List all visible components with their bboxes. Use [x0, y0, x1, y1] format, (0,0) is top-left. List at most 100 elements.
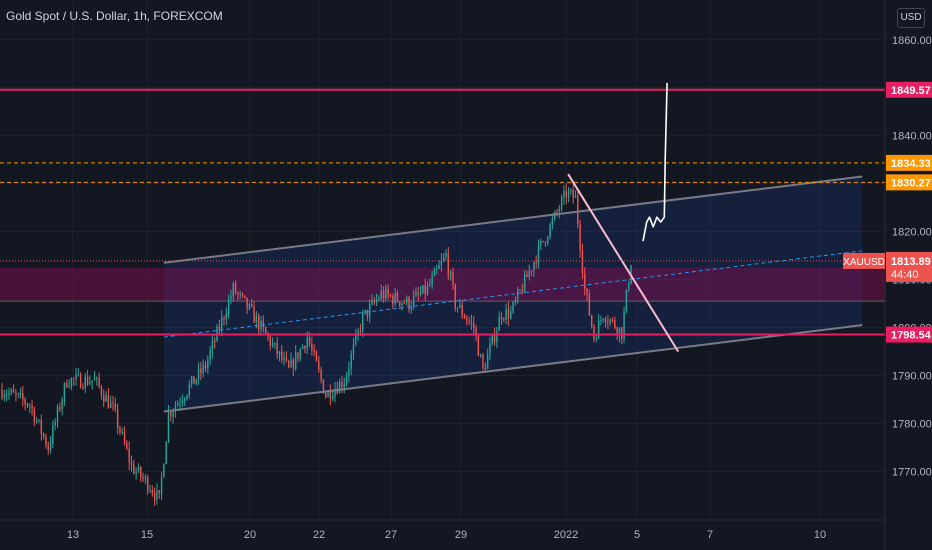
candle-body — [3, 395, 6, 398]
date-tick-label: 22 — [313, 529, 325, 541]
candle-body — [22, 392, 24, 400]
candle-body — [320, 369, 322, 380]
candle-body — [322, 379, 325, 394]
date-tick-label: 10 — [814, 529, 826, 541]
candle-body — [521, 289, 524, 293]
level-price-label: 1798.54 — [891, 330, 932, 342]
channel-lower-line — [163, 324, 863, 413]
candle-body — [86, 376, 89, 385]
candle-body — [558, 209, 561, 212]
candle-body — [40, 419, 43, 434]
candle-body — [230, 296, 232, 300]
candle-body — [202, 364, 204, 373]
candle-body — [378, 298, 380, 300]
time-axis-ticks: 13 15 20 22 27 29 2022 5 7 10 — [67, 529, 826, 541]
candle-body — [63, 382, 66, 400]
candle-body — [214, 340, 216, 342]
candle-body — [91, 380, 93, 383]
date-tick-label: 29 — [455, 529, 467, 541]
candle-body — [581, 250, 584, 274]
candle-body — [452, 272, 454, 285]
candle-body — [364, 309, 366, 314]
candle-body — [336, 389, 339, 394]
candle-body — [301, 345, 304, 349]
date-tick-label: 13 — [67, 529, 79, 541]
candle-body — [288, 360, 290, 368]
candle-body — [47, 445, 49, 451]
candle-body — [493, 334, 496, 342]
candle-body — [165, 441, 167, 465]
candle-body — [225, 314, 228, 320]
price-tick-label: 1840.00 — [892, 131, 932, 143]
candle-body — [109, 402, 112, 408]
candle-body — [597, 320, 600, 339]
candle-body — [380, 290, 382, 299]
candle-body — [519, 289, 521, 291]
candle-body — [151, 490, 154, 494]
candle-body — [61, 399, 63, 410]
candle-body — [59, 407, 61, 410]
symbol-label: XAUUSD — [843, 257, 885, 268]
candle-body — [311, 344, 313, 350]
candle-body — [373, 300, 376, 303]
candle-body — [304, 345, 306, 349]
candle-body — [276, 342, 278, 355]
candle-body — [359, 330, 362, 332]
candle-body — [308, 337, 311, 345]
candle-body — [577, 195, 579, 224]
candle-body — [570, 189, 572, 192]
candle-body — [491, 334, 493, 345]
currency-button[interactable]: USD — [897, 8, 925, 28]
candle-body — [516, 290, 519, 300]
candle-body — [547, 237, 549, 243]
candle-body — [278, 351, 281, 355]
candle-body — [602, 318, 604, 321]
candle-body — [12, 389, 15, 393]
candle-body — [399, 301, 401, 306]
candle-body — [431, 276, 433, 285]
candle-body — [142, 477, 144, 479]
candle-body — [227, 299, 230, 315]
candle-body — [572, 189, 574, 198]
candle-body — [537, 244, 540, 264]
channel-upper-line — [163, 175, 863, 264]
candle-body — [262, 320, 265, 327]
candle-body — [274, 342, 276, 344]
time-axis[interactable] — [0, 520, 885, 550]
candle-body — [128, 448, 130, 463]
candle-body — [611, 319, 614, 321]
candle-body — [410, 306, 413, 310]
candle-body — [149, 490, 151, 492]
level-price-label: 1830.27 — [891, 177, 931, 189]
date-tick-label: 27 — [385, 529, 397, 541]
candle-body — [283, 357, 285, 360]
candle-body — [350, 354, 352, 369]
channel-midline — [163, 250, 863, 338]
candle-body — [544, 241, 547, 243]
candle-body — [412, 296, 415, 307]
candle-body — [172, 411, 174, 417]
candle-body — [195, 379, 197, 384]
candle-body — [146, 477, 149, 491]
candle-body — [292, 359, 295, 369]
candle-body — [389, 294, 392, 297]
candle-body — [604, 318, 607, 323]
descending-trend-line — [567, 173, 680, 353]
candle-body — [98, 377, 100, 387]
candle-body — [114, 403, 117, 410]
candle-body — [514, 299, 517, 302]
candle-body — [341, 381, 343, 388]
candle-body — [248, 304, 251, 309]
candle-body — [549, 224, 551, 238]
candle-body — [70, 378, 73, 387]
candle-body — [595, 338, 598, 340]
candle-body — [188, 384, 191, 395]
candle-series — [1, 183, 632, 506]
candle-body — [251, 304, 253, 307]
candle-body — [121, 431, 123, 433]
candle-body — [329, 390, 332, 399]
candle-body — [614, 319, 616, 329]
candle-body — [331, 396, 334, 399]
candle-body — [496, 330, 498, 342]
